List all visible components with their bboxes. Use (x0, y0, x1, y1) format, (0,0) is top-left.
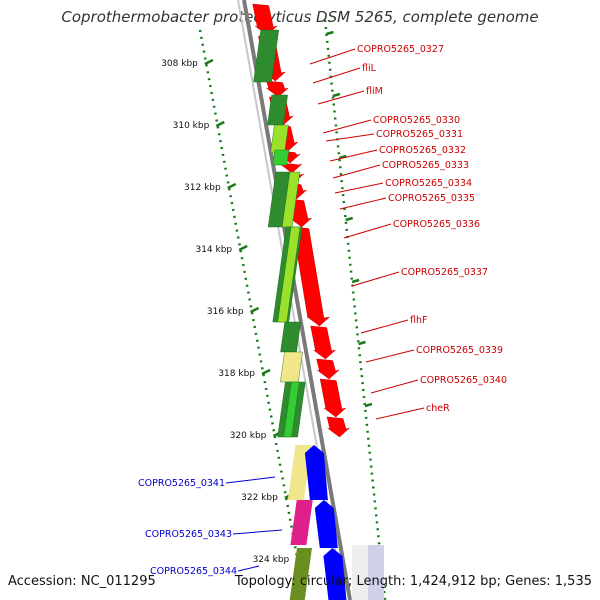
gene-block (283, 381, 300, 438)
ruler-tick-label: 310 kbp (173, 121, 210, 131)
reverse-lane-block (289, 548, 312, 600)
gene-block (280, 321, 301, 353)
ruler-tick-label: 308 kbp (161, 59, 198, 69)
partial-gene-block (352, 545, 370, 600)
ruler-tick-label: 312 kbp (184, 183, 221, 193)
forward-label-leader (334, 182, 384, 194)
gene-block (272, 149, 290, 166)
forward-gene-label: COPRO5265_0332 (379, 145, 466, 156)
forward-label-leader (339, 197, 387, 210)
gene-block (253, 29, 280, 83)
forward-gene-label: COPRO5265_0334 (385, 178, 472, 189)
forward-gene-arrow (326, 416, 350, 438)
gene-block (277, 226, 301, 323)
forward-label-leader (332, 164, 381, 179)
reverse-gene-arrow (314, 500, 338, 548)
reverse-gene-arrow (323, 548, 347, 600)
forward-gene-arrow (319, 378, 347, 418)
forward-label-leader (343, 223, 392, 239)
ruler-tick (261, 368, 271, 376)
forward-gene-arrow (310, 325, 336, 360)
forward-label-leader (370, 379, 419, 394)
forward-gene-label: COPRO5265_0335 (388, 193, 475, 204)
ruler-tick (204, 58, 214, 66)
forward-label-leader (322, 119, 372, 134)
forward-label-leader (375, 407, 425, 420)
ruler-tick-label: 322 kbp (241, 493, 278, 503)
backbone-line (242, 0, 352, 600)
forward-gene-label: COPRO5265_0340 (420, 375, 507, 386)
right-track-tick (326, 30, 334, 36)
forward-gene-label: fliL (362, 63, 377, 74)
forward-gene-label: COPRO5265_0337 (401, 267, 488, 278)
ruler-tick-label: 318 kbp (218, 369, 255, 379)
ruler-tick-label: 324 kbp (253, 555, 290, 565)
forward-gene-label: COPRO5265_0336 (393, 219, 480, 230)
forward-gene-label: COPRO5265_0331 (376, 129, 463, 140)
reverse-label-leader (232, 529, 283, 535)
ruler-tick (215, 120, 225, 128)
right-track-tick (338, 154, 347, 160)
reverse-gene-label: COPRO5265_0344 (150, 566, 237, 577)
accession-label: Accession: NC_011295 (8, 574, 156, 589)
reverse-gene-label: COPRO5265_0343 (145, 529, 232, 540)
forward-label-leader (317, 90, 365, 105)
partial-gene-block (368, 545, 384, 600)
genome-summary: Topology: circular; Length: 1,424,912 bp… (234, 574, 592, 589)
right-track-tick (351, 278, 360, 284)
forward-gene-arrow (266, 80, 289, 98)
ruler-tick (238, 244, 248, 252)
gene-block (280, 351, 303, 383)
forward-label-leader (329, 149, 378, 162)
genome-title: Coprothermobacter proteolyticus DSM 5265… (61, 8, 539, 26)
forward-gene-label: COPRO5265_0333 (382, 160, 469, 171)
forward-label-leader (360, 319, 409, 334)
forward-gene-arrow (292, 226, 331, 327)
right-track-tick (332, 92, 341, 98)
forward-label-leader (351, 271, 400, 287)
forward-gene-label: cheR (426, 403, 450, 414)
reverse-label-leader (237, 565, 260, 572)
forward-label-leader (312, 67, 361, 84)
reverse-gene-arrow (304, 445, 328, 500)
ruler-tick-label: 316 kbp (207, 307, 244, 317)
forward-gene-arrow (316, 358, 340, 380)
forward-gene-label: COPRO5265_0330 (373, 115, 460, 126)
ruler-tick-label: 320 kbp (230, 431, 267, 441)
forward-gene-label: fliM (366, 86, 383, 97)
forward-gene-label: COPRO5265_0339 (416, 345, 503, 356)
reverse-lane-block (290, 500, 313, 545)
ruler-tick (227, 182, 237, 190)
forward-gene-label: flhF (410, 315, 427, 326)
ruler-tick-label: 314 kbp (195, 245, 232, 255)
forward-label-leader (325, 133, 375, 142)
forward-label-leader (309, 48, 356, 65)
reverse-label-leader (225, 476, 276, 484)
forward-label-leader (365, 349, 415, 363)
ruler-tick (250, 306, 260, 314)
right-track-tick (364, 402, 373, 408)
right-track-tick (345, 216, 354, 222)
forward-gene-label: COPRO5265_0327 (357, 44, 444, 55)
right-track-tick (358, 340, 366, 346)
reverse-gene-label: COPRO5265_0341 (138, 478, 225, 489)
